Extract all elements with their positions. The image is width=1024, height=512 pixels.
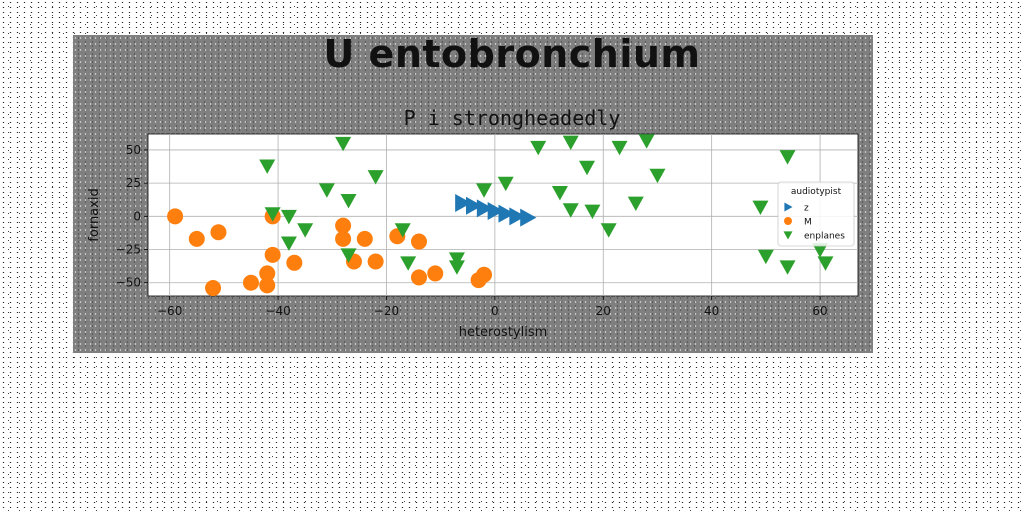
data-point	[812, 243, 829, 258]
data-point	[367, 253, 384, 270]
figure-suptitle: U entobronchium	[323, 32, 701, 76]
data-point	[448, 252, 465, 267]
data-point	[757, 249, 774, 265]
legend-box	[777, 181, 855, 247]
legend-title: audiotypist	[791, 187, 842, 197]
data-point	[779, 150, 796, 165]
legend-marker	[783, 231, 793, 240]
data-point	[280, 209, 297, 225]
data-point	[498, 204, 515, 223]
data-point	[752, 200, 769, 216]
data-point	[264, 207, 281, 222]
data-point	[638, 134, 655, 149]
x-tick-label: −20	[374, 304, 399, 318]
data-point	[520, 208, 537, 227]
legend-marker	[784, 217, 792, 225]
legend-label: enplanes	[804, 232, 845, 242]
data-point	[205, 280, 222, 297]
data-point	[551, 186, 568, 201]
data-point	[335, 136, 352, 152]
data-point	[579, 160, 596, 176]
x-axis-label: heterostylism	[459, 325, 548, 340]
data-point	[335, 217, 352, 234]
data-point	[297, 223, 314, 238]
data-point	[649, 168, 666, 184]
x-tick-label: 40	[704, 304, 719, 318]
data-point	[562, 203, 579, 218]
data-point	[259, 159, 276, 174]
data-point	[367, 170, 384, 185]
data-point	[476, 199, 494, 218]
y-tick-label: 50	[126, 143, 141, 157]
data-point	[509, 207, 526, 226]
data-point	[448, 260, 465, 275]
data-point	[465, 196, 483, 215]
data-point	[530, 140, 547, 156]
data-point	[340, 193, 357, 209]
data-point	[487, 202, 504, 221]
data-point	[410, 269, 427, 286]
y-tick-label: −50	[116, 276, 141, 290]
data-point	[497, 176, 514, 192]
x-tick-label: −60	[157, 304, 182, 318]
legend-label: z	[804, 204, 809, 214]
series-z	[455, 194, 537, 227]
axis-ticks: −60 −40 −20 0 20 40 60 −50 −25 0 25 50	[116, 143, 828, 318]
data-point	[779, 260, 796, 275]
y-axis-label: fornaxid	[87, 188, 102, 241]
data-marks	[167, 134, 834, 297]
x-tick-label: −40	[265, 304, 290, 318]
legend-label: M	[804, 218, 812, 228]
data-point	[476, 266, 493, 283]
x-tick-label: 0	[491, 304, 499, 318]
x-tick-label: 60	[812, 304, 827, 318]
data-point	[335, 230, 352, 247]
plot-title: P i strongheadedly	[403, 106, 621, 130]
data-point	[242, 274, 259, 291]
data-point	[627, 196, 644, 212]
data-point	[167, 208, 184, 225]
data-point	[210, 224, 227, 241]
data-point	[562, 135, 579, 150]
data-point	[286, 254, 303, 271]
series-M	[167, 208, 493, 297]
data-point	[318, 183, 335, 198]
data-point	[394, 223, 411, 238]
legend-marker	[784, 202, 793, 212]
series-enplanes	[259, 134, 834, 275]
data-point	[476, 183, 493, 198]
y-tick-label: 25	[126, 176, 141, 190]
data-point	[400, 256, 417, 271]
data-point	[259, 277, 276, 294]
y-tick-label: −25	[116, 243, 141, 257]
data-point	[410, 233, 427, 250]
data-point	[817, 256, 834, 271]
data-point	[600, 223, 617, 238]
y-tick-label: 0	[133, 209, 141, 223]
x-tick-label: 20	[596, 304, 611, 318]
data-point	[455, 194, 472, 213]
data-point	[356, 230, 373, 247]
data-point	[259, 265, 276, 282]
data-point	[611, 140, 628, 156]
data-point	[280, 236, 297, 251]
data-point	[584, 204, 601, 220]
data-point	[340, 248, 357, 263]
data-point	[188, 230, 205, 247]
data-point	[264, 246, 281, 263]
data-point	[427, 265, 444, 282]
